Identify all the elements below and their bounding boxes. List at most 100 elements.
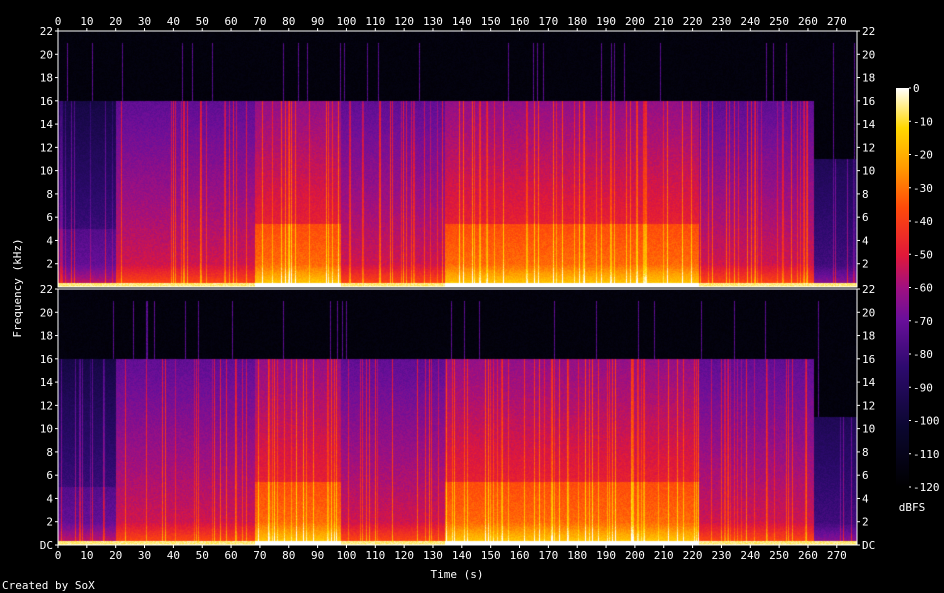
y-tick-label-right: 10 (862, 165, 875, 178)
colorbar-label: dBFS (899, 501, 926, 514)
x-tick-label-bottom: 120 (394, 549, 414, 562)
y-tick-label-right: 4 (862, 234, 869, 247)
spectrogram-channel-right (58, 289, 857, 545)
y-tick-label-left: 14 (40, 118, 54, 131)
x-tick-label-top: 230 (711, 15, 731, 28)
x-tick-label-bottom: 250 (769, 549, 789, 562)
y-tick-label-left: 8 (46, 188, 53, 201)
x-tick-label-bottom: 10 (80, 549, 93, 562)
x-tick-label-top: 190 (596, 15, 616, 28)
x-tick-label-top: 240 (740, 15, 760, 28)
panel-frame (57, 288, 858, 546)
y-tick-label-left: 2 (46, 516, 53, 529)
y-tick-label-right: 16 (862, 353, 875, 366)
x-tick-label-bottom: 0 (55, 549, 62, 562)
y-tick-label-right: 10 (862, 423, 875, 436)
colorbar-tick-label: -80 (913, 348, 933, 361)
x-axis-label: Time (s) (431, 568, 484, 581)
x-tick-label-top: 50 (196, 15, 209, 28)
x-tick-label-top: 100 (337, 15, 357, 28)
colorbar: 0 -10 -20 -30 -40 -50 -60 -70 -80 -90 -100 -110 -120 (896, 82, 940, 494)
colorbar-tick-label: -40 (913, 215, 933, 228)
y-tick-label-right: 2 (862, 258, 869, 271)
y-tick-label-left: 2 (46, 258, 53, 271)
x-tick-label-bottom: 50 (196, 549, 209, 562)
x-tick-label-bottom: 30 (138, 549, 151, 562)
x-tick-label-top: 0 (55, 15, 62, 28)
x-tick-label-top: 270 (827, 15, 847, 28)
y-tick-label-right: 16 (862, 95, 875, 108)
y-tick-label-left: 4 (46, 234, 53, 247)
y-tick-label-left: 6 (46, 211, 53, 224)
y-tick-label-right: 8 (862, 188, 869, 201)
panel-frame (57, 30, 858, 288)
x-tick-label-top: 40 (167, 15, 180, 28)
colorbar-tick-label: 0 (913, 82, 920, 95)
x-tick-label-bottom: 160 (510, 549, 530, 562)
x-tick-label-bottom: 210 (654, 549, 674, 562)
x-tick-label-top: 180 (567, 15, 587, 28)
colorbar-tick-label: -60 (913, 282, 933, 295)
y-tick-label-left: 22 (40, 283, 53, 296)
y-tick-label-right: 8 (862, 446, 869, 459)
x-tick-label-top: 220 (683, 15, 703, 28)
colorbar-tick-label: -50 (913, 248, 933, 261)
x-tick-label-top: 70 (253, 15, 266, 28)
x-tick-label-bottom: 40 (167, 549, 180, 562)
y-tick-label-right: 6 (862, 469, 869, 482)
y-tick-label-right: 4 (862, 492, 869, 505)
x-tick-label-top: 260 (798, 15, 818, 28)
x-tick-label-bottom: 150 (481, 549, 501, 562)
y-tick-label-right: 14 (862, 118, 876, 131)
x-tick-label-top: 110 (365, 15, 385, 28)
x-tick-label-top: 60 (224, 15, 237, 28)
x-tick-label-bottom: 260 (798, 549, 818, 562)
x-tick-label-bottom: 190 (596, 549, 616, 562)
y-tick-label-left: 10 (40, 423, 53, 436)
colorbar-tick-label: -30 (913, 182, 933, 195)
x-tick-label-bottom: 110 (365, 549, 385, 562)
x-tick-label-top: 120 (394, 15, 414, 28)
y-tick-label-left: 6 (46, 469, 53, 482)
x-tick-label-bottom: 60 (224, 549, 237, 562)
y-tick-label-right: 12 (862, 399, 875, 412)
x-tick-label-top: 150 (481, 15, 501, 28)
x-tick-label-bottom: 90 (311, 549, 324, 562)
x-tick-label-bottom: 140 (452, 549, 472, 562)
x-tick-label-top: 130 (423, 15, 443, 28)
x-tick-label-bottom: 180 (567, 549, 587, 562)
colorbar-tick-label: -90 (913, 381, 933, 394)
x-tick-label-top: 80 (282, 15, 295, 28)
y-tick-label-right: 22 (862, 283, 875, 296)
colorbar-tick-label: -110 (913, 448, 940, 461)
x-tick-label-bottom: 70 (253, 549, 266, 562)
y-tick-label-right: DC (862, 539, 875, 552)
x-tick-label-bottom: 240 (740, 549, 760, 562)
y-tick-label-left: 8 (46, 446, 53, 459)
x-tick-label-bottom: 230 (711, 549, 731, 562)
y-tick-label-left: DC (40, 539, 53, 552)
colorbar-tick-label: -120 (913, 481, 940, 494)
x-tick-label-bottom: 20 (109, 549, 122, 562)
x-tick-label-bottom: 170 (538, 549, 558, 562)
x-tick-label-top: 170 (538, 15, 558, 28)
y-tick-label-right: 14 (862, 376, 876, 389)
y-tick-label-left: 4 (46, 492, 53, 505)
y-axis-label: Frequency (kHz) (11, 238, 24, 337)
footer-credit: Created by SoX (2, 579, 95, 592)
x-tick-label-top: 160 (510, 15, 530, 28)
colorbar-tick-label: -100 (913, 415, 940, 428)
y-tick-label-right: 20 (862, 306, 875, 319)
x-tick-label-bottom: 130 (423, 549, 443, 562)
y-tick-label-left: 16 (40, 95, 53, 108)
colorbar-tick-label: -10 (913, 115, 933, 128)
x-tick-label-bottom: 220 (683, 549, 703, 562)
y-tick-label-left: 12 (40, 399, 53, 412)
y-tick-label-right: 18 (862, 330, 875, 343)
y-tick-label-right: 12 (862, 141, 875, 154)
x-tick-label-top: 90 (311, 15, 324, 28)
x-tick-label-bottom: 200 (625, 549, 645, 562)
x-tick-label-top: 10 (80, 15, 93, 28)
x-tick-label-bottom: 100 (337, 549, 357, 562)
